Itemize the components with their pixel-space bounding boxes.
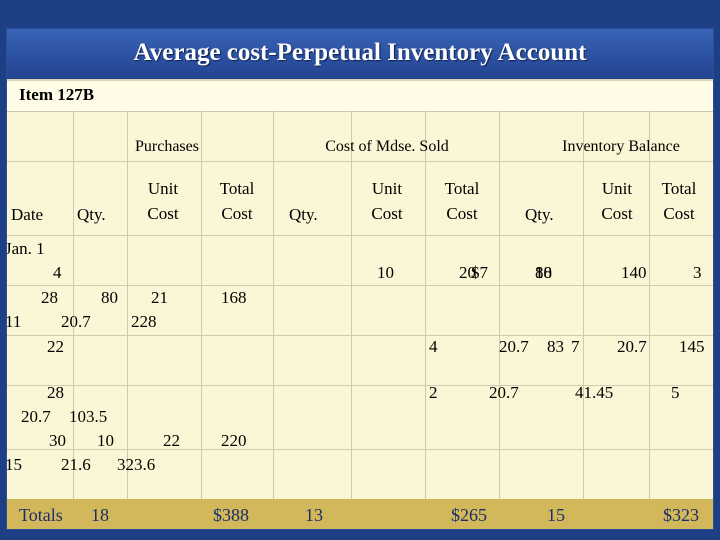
- header-date: Date: [11, 205, 44, 224]
- grid-line: [583, 111, 584, 499]
- header-total-cost-balance-line2: Cost: [663, 204, 695, 223]
- table-cell: 20.7: [617, 337, 647, 356]
- inventory-account-slide: Average cost-Perpetual Inventory Account…: [6, 28, 714, 530]
- table-cell: 80: [101, 288, 118, 307]
- header-total-cost-sold-line2: Cost: [446, 204, 478, 223]
- table-cell: 20: [459, 263, 476, 282]
- grid-line: [273, 111, 274, 499]
- table-cell: $7: [471, 263, 488, 282]
- grid-line: [425, 111, 426, 499]
- table-cell: 228: [131, 312, 157, 331]
- totals-row: Totals 18 $388 13 $265 15 $323: [7, 499, 713, 529]
- table-cell: 20.7: [499, 337, 529, 356]
- table-cell: 15: [6, 455, 22, 474]
- header-unit-cost-sold-line1: Unit: [371, 179, 403, 198]
- table-cell: Jan. 1: [6, 239, 45, 258]
- item-strip: Item 127B: [7, 81, 713, 112]
- table-cell: 22: [47, 337, 64, 356]
- table-cell: 20.7: [21, 407, 51, 426]
- grid-line: [499, 111, 500, 499]
- table-cell: 8: [535, 263, 544, 282]
- table-cell: 83: [547, 337, 564, 356]
- table-cell: 21.6: [61, 455, 91, 474]
- totals-qty-purchased: 18: [91, 505, 109, 525]
- table-cell: 22: [163, 431, 180, 450]
- table-cell: 20.7: [61, 312, 91, 331]
- header-unit-cost-balance-line1: Unit: [601, 179, 633, 198]
- header-total-cost-balance-line1: Total: [661, 179, 697, 198]
- grid-line: [201, 111, 202, 499]
- header-qty-sold: Qty.: [289, 205, 318, 224]
- totals-label: Totals: [19, 505, 63, 525]
- grid-line: [7, 161, 713, 162]
- totals-cost-sold: $265: [451, 505, 487, 525]
- title-bar: Average cost-Perpetual Inventory Account: [7, 29, 713, 81]
- table-cell: 168: [221, 288, 247, 307]
- page-title: Average cost-Perpetual Inventory Account: [133, 39, 587, 66]
- header-unit-cost-purchased-line2: Cost: [147, 204, 179, 223]
- table-cell: 21: [151, 288, 168, 307]
- table-cell: 41.45: [575, 383, 614, 402]
- table-cell: 4: [429, 337, 438, 356]
- grid-line: [127, 111, 128, 499]
- table-cell: 323.6: [117, 455, 156, 474]
- totals-cost-purchased: $388: [213, 505, 249, 525]
- table-cell: 3: [693, 263, 702, 282]
- totals-qty-balance: 15: [547, 505, 565, 525]
- header-inventory-balance: Inventory Balance: [562, 138, 680, 155]
- grid-line: [7, 285, 713, 286]
- header-unit-cost-sold-line2: Cost: [371, 204, 403, 223]
- table-cell: 140: [621, 263, 647, 282]
- table-cell: 7: [571, 337, 580, 356]
- header-cost-of-merchandise-sold: Cost of Mdse. Sold: [325, 138, 449, 155]
- table-cell: 18: [535, 263, 552, 282]
- header-unit-cost-purchased-line1: Unit: [147, 179, 179, 198]
- table-cell: 11: [6, 312, 22, 331]
- table-cell: 4: [53, 263, 62, 282]
- totals-qty-sold: 13: [305, 505, 323, 525]
- grid-line: [73, 111, 74, 499]
- header-purchases: Purchases: [135, 138, 199, 155]
- table-cell: 10: [377, 263, 394, 282]
- totals-cost-balance: $323: [663, 505, 699, 525]
- table-cell: 5: [671, 383, 680, 402]
- table-cell: 28: [41, 288, 58, 307]
- grid-line: [351, 111, 352, 499]
- item-label: Item 127B: [19, 85, 95, 104]
- table-cell: 28: [47, 383, 64, 402]
- grid-line: [7, 235, 713, 236]
- grid-line: [649, 111, 650, 499]
- table-cell: 10: [97, 431, 114, 450]
- header-total-cost-sold-line1: Total: [444, 179, 480, 198]
- header-unit-cost-balance-line2: Cost: [601, 204, 633, 223]
- header-qty-balance: Qty.: [525, 205, 554, 224]
- table-cell: 2: [429, 383, 438, 402]
- table-cell: 30: [49, 431, 66, 450]
- table-cell: 220: [221, 431, 247, 450]
- header-total-cost-purchased-line2: Cost: [221, 204, 253, 223]
- header-total-cost-purchased-line1: Total: [219, 179, 255, 198]
- table-cell: 145: [679, 337, 705, 356]
- header-qty-purchased: Qty.: [77, 205, 106, 224]
- table-cell: 103.5: [69, 407, 108, 426]
- table-cell: 20.7: [489, 383, 519, 402]
- grid-line: [7, 449, 713, 450]
- grid-line: [7, 335, 713, 336]
- table-cell: 10: [535, 263, 552, 282]
- grid-line: [7, 385, 713, 386]
